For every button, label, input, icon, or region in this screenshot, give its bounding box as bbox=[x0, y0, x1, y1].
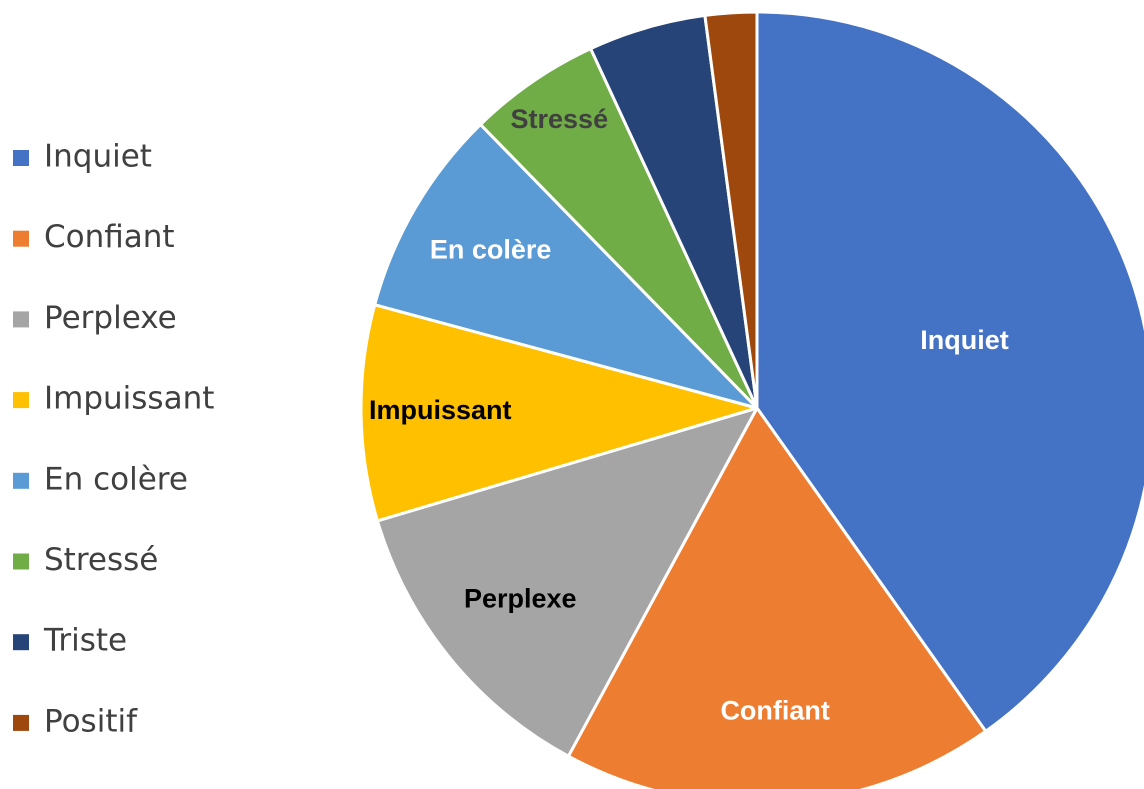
slice-label: Perplexe bbox=[464, 583, 577, 613]
legend-swatch bbox=[13, 150, 29, 166]
pie-slice bbox=[566, 406, 988, 789]
legend-label: Triste bbox=[43, 623, 127, 659]
pie-slice bbox=[375, 406, 759, 758]
pie-slice bbox=[479, 47, 759, 410]
pie-slice bbox=[755, 10, 1144, 733]
legend-label: Confiant bbox=[44, 219, 175, 255]
legend-label: Impuissant bbox=[44, 381, 214, 417]
slice-label: Inquiet bbox=[920, 325, 1009, 355]
legend-swatch bbox=[13, 634, 29, 651]
legend-swatch bbox=[13, 553, 29, 570]
slice-label: En colère bbox=[430, 235, 552, 265]
legend-swatch bbox=[13, 230, 29, 247]
legend-label: En colère bbox=[44, 461, 188, 497]
legend-label: Positif bbox=[44, 703, 138, 739]
legend-label: Inquiet bbox=[44, 139, 152, 175]
pie-slice bbox=[359, 303, 759, 523]
legend-swatch bbox=[13, 714, 29, 731]
pie-slice bbox=[373, 122, 759, 410]
legend-label: Stressé bbox=[44, 542, 158, 578]
legend-swatch bbox=[13, 311, 29, 328]
slice-label: Stressé bbox=[511, 104, 609, 134]
legend-label: Perplexe bbox=[44, 300, 177, 336]
slice-label: Confiant bbox=[720, 696, 829, 726]
legend-swatch bbox=[13, 392, 29, 409]
pie-slice bbox=[703, 10, 759, 410]
legend-swatch bbox=[13, 472, 29, 489]
slice-label: Impuissant bbox=[369, 395, 512, 425]
